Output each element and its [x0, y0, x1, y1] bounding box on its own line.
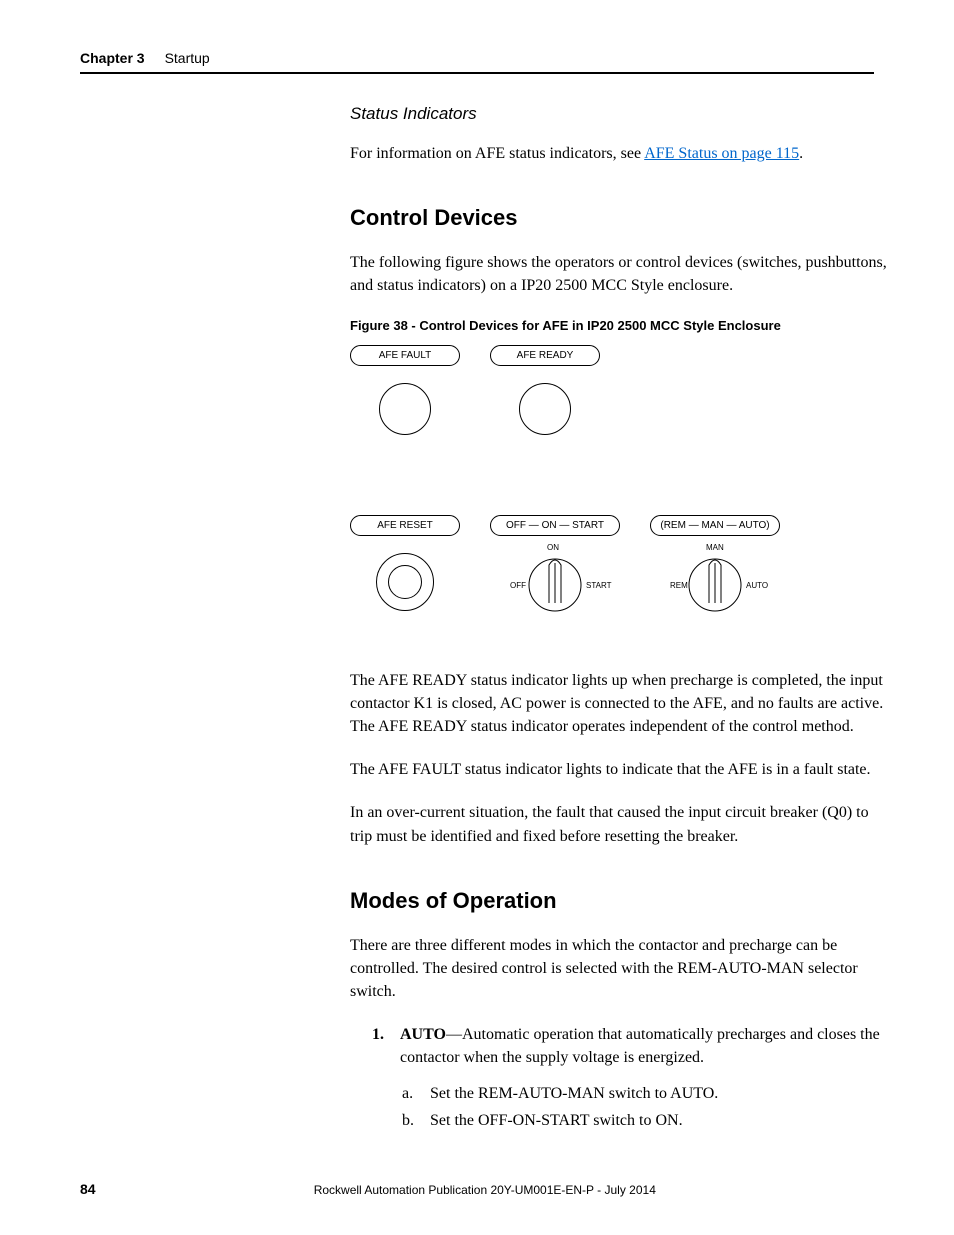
figure-caption: Figure 38 - Control Devices for AFE in I… [350, 318, 890, 333]
status-indicators-heading: Status Indicators [350, 104, 890, 124]
intro-prefix: For information on AFE status indicators… [350, 145, 644, 162]
afe-fault-label: AFE FAULT [350, 345, 460, 366]
control-devices-p2: The AFE FAULT status indicator lights to… [350, 758, 890, 781]
afe-reset-button-inner [388, 565, 422, 599]
off-on-start-switch [510, 545, 600, 615]
sub-b-text: Set the OFF-ON-START switch to ON. [430, 1107, 683, 1134]
auto-label: AUTO [746, 581, 768, 590]
modes-heading: Modes of Operation [350, 888, 890, 914]
control-devices-diagram: AFE FAULT AFE READY AFE RESET OFF — ON —… [350, 345, 830, 645]
sub-b: b. Set the OFF-ON-START switch to ON. [402, 1107, 890, 1134]
modes-item-1: 1. AUTO—Automatic operation that automat… [372, 1023, 890, 1069]
publication-info: Rockwell Automation Publication 20Y-UM00… [96, 1183, 874, 1197]
afe-ready-indicator [519, 383, 571, 435]
off-label: OFF [510, 581, 526, 590]
control-devices-p1: The AFE READY status indicator lights up… [350, 669, 890, 739]
rem-man-auto-label: (REM — MAN — AUTO) [650, 515, 780, 536]
sub-a: a. Set the REM-AUTO-MAN switch to AUTO. [402, 1080, 890, 1107]
page-footer: 84 Rockwell Automation Publication 20Y-U… [80, 1181, 874, 1197]
afe-reset-label: AFE RESET [350, 515, 460, 536]
intro-suffix: . [799, 145, 803, 162]
afe-status-link[interactable]: AFE Status on page 115 [644, 145, 799, 162]
sub-a-text: Set the REM-AUTO-MAN switch to AUTO. [430, 1080, 718, 1107]
on-label: ON [547, 543, 559, 552]
item1-label: AUTO [400, 1026, 446, 1043]
sub-a-marker: a. [402, 1080, 422, 1107]
chapter-label: Chapter 3 [80, 50, 145, 66]
control-devices-intro: The following figure shows the operators… [350, 251, 890, 297]
rem-label: REM [670, 581, 688, 590]
main-content: Status Indicators For information on AFE… [350, 104, 890, 1134]
afe-reset-button [376, 553, 434, 611]
modes-intro: There are three different modes in which… [350, 934, 890, 1004]
start-label: START [586, 581, 611, 590]
item1-marker: 1. [372, 1023, 392, 1069]
control-devices-p3: In an over-current situation, the fault … [350, 801, 890, 847]
item1-body: AUTO—Automatic operation that automatica… [400, 1023, 890, 1069]
afe-ready-label: AFE READY [490, 345, 600, 366]
afe-fault-indicator [379, 383, 431, 435]
status-indicators-intro: For information on AFE status indicators… [350, 142, 890, 165]
chapter-name: Startup [165, 50, 210, 66]
man-label: MAN [706, 543, 724, 552]
modes-sublist: a. Set the REM-AUTO-MAN switch to AUTO. … [402, 1080, 890, 1134]
rem-man-auto-switch [670, 545, 760, 615]
page-number: 84 [80, 1181, 96, 1197]
item1-text: —Automatic operation that automatically … [400, 1026, 880, 1066]
control-devices-heading: Control Devices [350, 205, 890, 231]
sub-b-marker: b. [402, 1107, 422, 1134]
page-header: Chapter 3 Startup [80, 50, 874, 74]
off-on-start-label: OFF — ON — START [490, 515, 620, 536]
